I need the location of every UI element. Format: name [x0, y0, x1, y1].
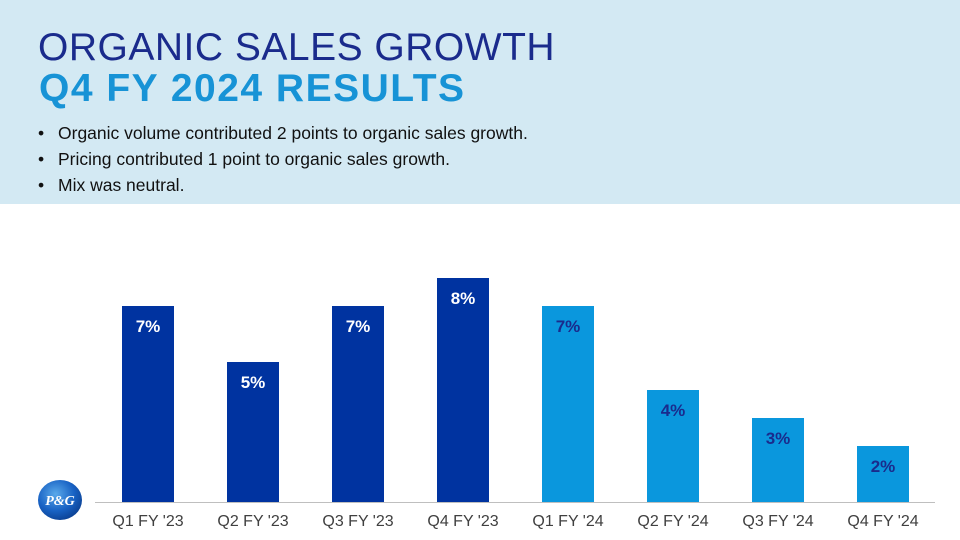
- bullet-text: Pricing contributed 1 point to organic s…: [58, 149, 451, 169]
- bar: [227, 362, 279, 502]
- data-label: 7%: [136, 317, 161, 336]
- x-tick-label: Q3 FY '23: [322, 513, 393, 530]
- bullet-list: • Organic volume contributed 2 points to …: [38, 120, 528, 198]
- bullet-dot: •: [38, 123, 45, 143]
- data-label: 8%: [451, 289, 476, 308]
- x-tick-label: Q2 FY '24: [637, 513, 708, 530]
- bullet-dot: •: [38, 149, 45, 169]
- x-tick-label: Q2 FY '23: [217, 513, 288, 530]
- bullet-text: Mix was neutral.: [58, 175, 185, 195]
- data-label: 7%: [556, 317, 581, 336]
- page-title: ORGANIC SALES GROWTH: [38, 26, 556, 69]
- bullet-item: • Organic volume contributed 2 points to …: [38, 120, 528, 146]
- data-label: 5%: [241, 373, 266, 392]
- bar: [437, 278, 489, 502]
- bar: [647, 390, 699, 502]
- x-tick-label: Q1 FY '23: [112, 513, 183, 530]
- x-tick-label: Q3 FY '24: [742, 513, 813, 530]
- header-band: [0, 0, 960, 204]
- pg-logo-icon: P&G: [38, 480, 82, 520]
- bullet-item: • Pricing contributed 1 point to organic …: [38, 146, 528, 172]
- data-label: 4%: [661, 401, 686, 420]
- bullet-dot: •: [38, 175, 45, 195]
- x-tick-label: Q4 FY '23: [427, 513, 498, 530]
- page-subtitle: Q4 FY 2024 RESULTS: [39, 67, 466, 110]
- bar: [122, 306, 174, 502]
- data-label: 3%: [766, 429, 791, 448]
- data-label: 2%: [871, 457, 896, 476]
- x-tick-label: Q4 FY '24: [847, 513, 918, 530]
- bar: [542, 306, 594, 502]
- bar: [857, 446, 909, 502]
- x-tick-label: Q1 FY '24: [532, 513, 603, 530]
- bar-chart: 7% Q1 FY '23 5% Q2 FY '23 7% Q3 FY '23 8% Q4 FY…: [95, 278, 935, 530]
- bar: [332, 306, 384, 502]
- bullet-text: Organic volume contributed 2 points to o…: [58, 123, 528, 143]
- bar: [752, 418, 804, 502]
- logo-text: P&G: [45, 494, 75, 509]
- bullet-item: • Mix was neutral.: [38, 172, 528, 198]
- data-label: 7%: [346, 317, 371, 336]
